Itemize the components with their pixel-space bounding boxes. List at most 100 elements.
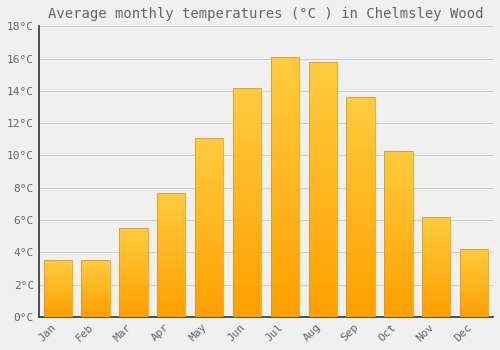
Bar: [195, 209, 224, 215]
Bar: [82, 300, 110, 302]
Bar: [384, 195, 412, 201]
Bar: [422, 217, 450, 317]
Bar: [384, 306, 412, 311]
Bar: [384, 150, 412, 156]
Bar: [82, 302, 110, 303]
Bar: [119, 249, 148, 252]
Bar: [460, 308, 488, 310]
Bar: [195, 299, 224, 305]
Bar: [44, 296, 72, 298]
Bar: [346, 141, 375, 148]
Bar: [82, 277, 110, 279]
Bar: [346, 266, 375, 273]
Bar: [308, 138, 337, 147]
Bar: [233, 286, 261, 294]
Bar: [157, 226, 186, 230]
Bar: [422, 223, 450, 227]
Bar: [460, 283, 488, 285]
Bar: [82, 268, 110, 270]
Bar: [422, 290, 450, 293]
Bar: [308, 308, 337, 317]
Bar: [44, 288, 72, 290]
Bar: [460, 253, 488, 256]
Bar: [308, 62, 337, 70]
Bar: [346, 214, 375, 222]
Bar: [346, 222, 375, 229]
Bar: [346, 127, 375, 134]
Bar: [119, 293, 148, 296]
Bar: [233, 133, 261, 141]
Bar: [195, 269, 224, 275]
Bar: [195, 174, 224, 180]
Bar: [422, 230, 450, 233]
Bar: [195, 180, 224, 186]
Bar: [119, 258, 148, 261]
Bar: [233, 279, 261, 286]
Bar: [422, 243, 450, 247]
Bar: [384, 245, 412, 250]
Bar: [44, 260, 72, 317]
Bar: [460, 303, 488, 306]
Bar: [308, 300, 337, 308]
Bar: [308, 232, 337, 240]
Bar: [233, 149, 261, 156]
Bar: [384, 300, 412, 306]
Bar: [308, 130, 337, 138]
Bar: [346, 302, 375, 309]
Bar: [44, 272, 72, 273]
Bar: [195, 257, 224, 263]
Bar: [384, 150, 412, 317]
Bar: [384, 284, 412, 289]
Bar: [308, 291, 337, 300]
Bar: [157, 292, 186, 296]
Bar: [346, 134, 375, 141]
Bar: [384, 261, 412, 267]
Bar: [195, 197, 224, 203]
Bar: [308, 257, 337, 266]
Bar: [460, 312, 488, 315]
Bar: [460, 256, 488, 258]
Bar: [44, 307, 72, 309]
Bar: [270, 178, 299, 187]
Bar: [346, 185, 375, 192]
Bar: [460, 292, 488, 294]
Bar: [233, 179, 261, 187]
Bar: [82, 315, 110, 317]
Bar: [119, 287, 148, 290]
Bar: [195, 227, 224, 233]
Bar: [82, 294, 110, 296]
Bar: [82, 262, 110, 264]
Bar: [422, 220, 450, 223]
Bar: [270, 109, 299, 118]
Bar: [422, 303, 450, 307]
Bar: [233, 294, 261, 301]
Bar: [119, 228, 148, 317]
Bar: [195, 149, 224, 155]
Bar: [119, 266, 148, 270]
Bar: [384, 173, 412, 178]
Bar: [233, 95, 261, 103]
Bar: [157, 296, 186, 300]
Bar: [270, 65, 299, 74]
Bar: [82, 298, 110, 300]
Bar: [384, 223, 412, 228]
Bar: [233, 118, 261, 126]
Bar: [195, 144, 224, 149]
Bar: [460, 290, 488, 292]
Bar: [82, 306, 110, 307]
Bar: [119, 281, 148, 284]
Bar: [422, 310, 450, 314]
Bar: [346, 200, 375, 207]
Bar: [119, 311, 148, 314]
Bar: [308, 147, 337, 155]
Bar: [233, 225, 261, 233]
Bar: [195, 251, 224, 257]
Bar: [195, 186, 224, 191]
Bar: [270, 169, 299, 178]
Bar: [44, 311, 72, 313]
Bar: [460, 267, 488, 270]
Bar: [308, 96, 337, 104]
Bar: [233, 217, 261, 225]
Bar: [195, 275, 224, 281]
Bar: [157, 267, 186, 271]
